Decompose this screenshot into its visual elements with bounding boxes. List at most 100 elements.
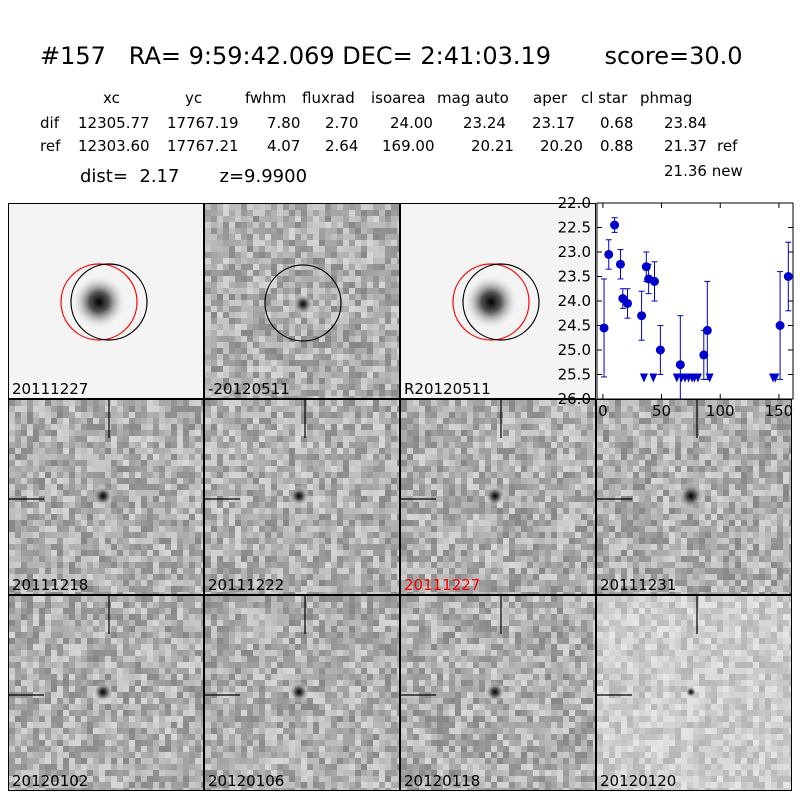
light-curve-chart: 22.0 22.5 23.0 23.5 24.0 24.5 25.0 25.5 26.0 0 50 1… [558,196,794,420]
col-header-xc: xc [103,89,120,107]
stamp-image [205,596,399,790]
source-blob [288,485,310,507]
stamp-epoch: 20120102 [8,595,204,791]
stamp-image [9,204,203,398]
stamp-epoch: 20120120 [596,595,792,791]
dif-fwhm: 7.80 [267,114,301,132]
data-point [641,262,651,272]
y-tick-label: 22.0 [558,196,591,212]
stamp-image [401,204,595,398]
stamp-image [9,400,203,594]
stamp-image [401,400,595,594]
stamp-image [401,596,595,790]
data-point [702,325,712,335]
stamp-image [9,596,203,790]
stamp-epoch: 20111231 [596,399,792,595]
y-tick-label: 24.5 [558,317,591,335]
y-tick-label: 23.5 [558,268,591,286]
data-point [610,220,620,230]
upper-limit-marker [705,373,714,383]
source-blob [92,681,114,703]
noise-field [401,596,595,790]
ref-phmag: 21.37 [664,137,707,155]
col-header-yc: yc [185,89,203,107]
ref-fwhm: 4.07 [267,137,301,155]
x-tick-label: 100 [706,402,735,420]
stamp-label: 20111227 [12,380,89,398]
noise-field [401,400,595,594]
noise-field [205,596,399,790]
stamp-label: -20120511 [208,380,290,398]
data-point [604,249,614,259]
data-point [623,298,633,308]
data-point [599,323,609,333]
aperture-circle [60,263,138,341]
upper-limit-marker [693,373,702,383]
x-tick-label: 0 [598,402,608,420]
stamp-epoch: 20120118 [400,595,596,791]
source-blob [292,293,314,315]
ref-xc: 12303.60 [78,137,150,155]
dif-mag-auto: 23.24 [463,114,506,132]
ref-phmag-suffix: ref [717,137,738,155]
ref-cl-star: 0.88 [600,137,634,155]
data-point [655,345,665,355]
col-header-cl-star: cl star [581,89,628,107]
dif-aper: 23.17 [532,114,575,132]
stamp-label: 20111222 [208,576,285,594]
stamp-epoch: 20111218 [8,399,204,595]
ref-aper: 20.20 [540,137,583,155]
source-blob [484,485,506,507]
stamp-label: R20120511 [404,380,491,398]
stamp-label: 20111231 [600,576,677,594]
ref-yc: 17767.21 [167,137,239,155]
data-point [637,311,647,321]
noise-field [597,400,791,594]
col-header-isoarea: isoarea [371,89,426,107]
y-tick-label: 26.0 [558,390,591,408]
stamp-label: 20120102 [12,772,89,790]
row-label-ref: ref [40,137,61,155]
aperture-circle [264,264,342,342]
ref-isoarea: 169.00 [382,137,435,155]
stamp-epoch: 20120106 [204,595,400,791]
new-phmag-line: 21.36 new [664,162,743,180]
x-tick-label: 50 [652,402,671,420]
dif-phmag: 23.84 [664,114,707,132]
data-point [675,360,685,370]
ref-mag-auto: 20.21 [471,137,514,155]
y-tick-label: 23.0 [558,243,591,261]
source-blob [288,681,310,703]
col-header-fluxrad: fluxrad [302,89,355,107]
data-point [699,350,709,360]
data-series [599,217,793,399]
stamp-label: 20120120 [600,772,677,790]
source-blob [92,485,114,507]
stamp-difference: -20120511 [204,203,400,399]
source-blob [71,274,127,330]
col-header-phmag: phmag [640,89,693,107]
dif-xc: 12305.77 [78,114,150,132]
col-header-aper: aper [533,89,568,107]
stamp-label: 20111218 [12,576,89,594]
noise-field [9,596,203,790]
noise-field [205,400,399,594]
stamp-reference: 20111227 [8,203,204,399]
aperture-circle [462,263,540,341]
page-title: #157 RA= 9:59:42.069 DEC= 2:41:03.19 sco… [40,42,743,70]
stamp-label: 20120118 [404,772,481,790]
stamp-epoch: 20111222 [204,399,400,595]
stamp-label: 20111227 [404,576,481,594]
noise-field [9,400,203,594]
aperture-circle [452,263,530,341]
data-point [650,276,660,286]
dif-isoarea: 24.00 [390,114,433,132]
upper-limit-marker [649,373,658,383]
data-point [615,259,625,269]
y-tick-label: 25.0 [558,341,591,359]
stamp-reference-r: R20120511 [400,203,596,399]
y-tick-label: 25.5 [558,366,591,384]
x-tick-label: 150 [765,402,794,420]
stamp-image [205,400,399,594]
source-blob [484,681,506,703]
